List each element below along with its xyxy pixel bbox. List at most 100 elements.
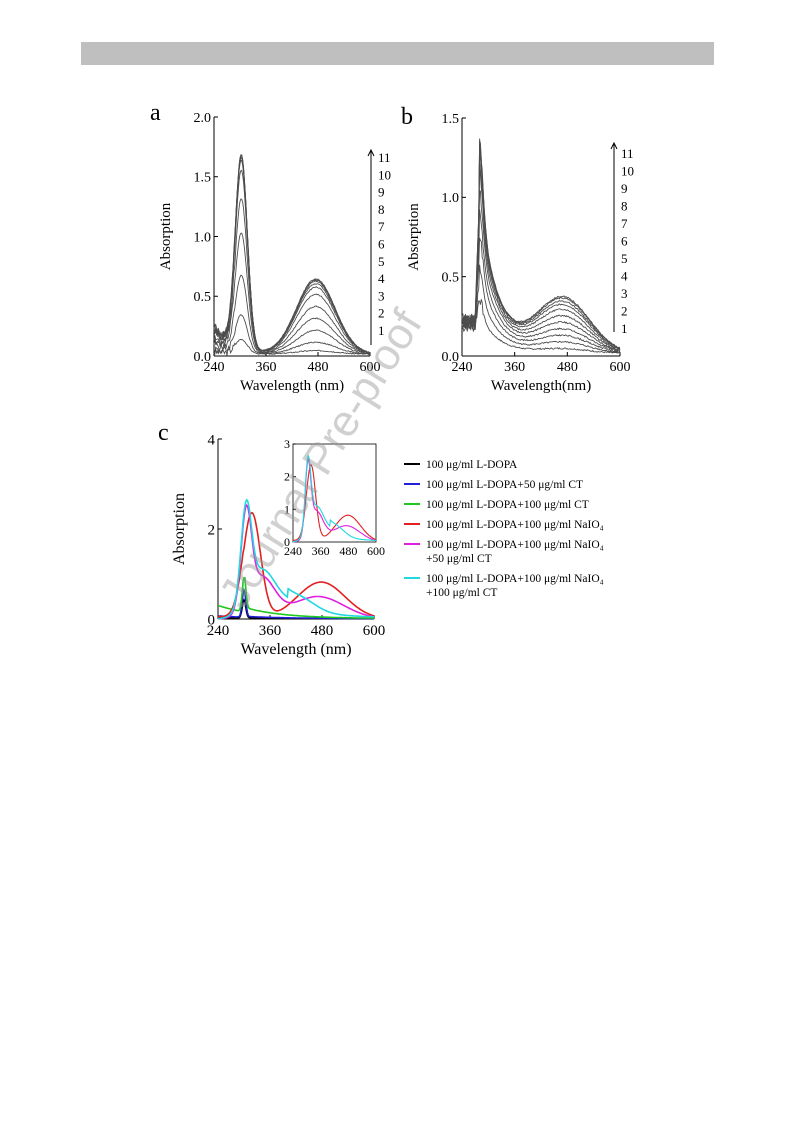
legend-entry: 100 μg/ml L-DOPA+100 μg/ml NaIO₄ [426, 573, 604, 585]
panel-c-letter: c [158, 420, 169, 446]
y-tick-label: 4 [208, 432, 216, 448]
y-tick-label: 2 [208, 522, 216, 538]
y-tick-label: 1.5 [442, 112, 460, 127]
y-tick-label: 0 [208, 612, 216, 628]
curve-label: 2 [378, 306, 385, 321]
inset-series-line [293, 454, 376, 543]
panel-c-curves [217, 498, 375, 620]
y-tick-label: 0.0 [442, 350, 460, 365]
inset-y-tick-label: 2 [284, 470, 290, 484]
series-line [217, 576, 374, 619]
panel-b-letter: b [401, 104, 413, 130]
inset-y-tick-label: 1 [284, 502, 290, 516]
legend-entry: 100 μg/ml L-DOPA+100 μg/ml NaIO₄ [426, 519, 604, 531]
curve-label: 2 [621, 304, 628, 319]
curve-3 [461, 237, 621, 353]
curve-4 [461, 209, 621, 352]
curve-label: 4 [621, 269, 628, 284]
curve-label: 7 [621, 216, 628, 231]
x-axis-label: Wavelength(nm) [491, 378, 591, 394]
curve-5 [213, 198, 371, 354]
panel-c-axes: 240 360 480 600 0 2 4 Wavelength (nm) Absorption [171, 432, 385, 658]
y-axis-label: Absorption [171, 493, 188, 565]
increase-arrow-head [367, 148, 375, 157]
legend-entry: +100 μg/ml CT [426, 587, 497, 599]
curve-label: 7 [378, 219, 385, 234]
curve-4 [213, 232, 371, 355]
curve-label: 3 [621, 286, 628, 301]
y-tick-label: 2.0 [194, 111, 212, 126]
y-tick-label: 1.5 [194, 171, 212, 186]
x-tick-label: 480 [557, 360, 578, 375]
curve-11 [213, 154, 371, 354]
curve-1 [213, 338, 371, 356]
curve-2 [213, 313, 371, 355]
inset-frame [292, 443, 377, 543]
panel-a-letter: a [150, 100, 161, 126]
curve-label: 9 [621, 181, 628, 196]
legend-entry: 100 μg/ml L-DOPA [426, 459, 518, 471]
panel-a-curves: 1 2 3 4 5 6 7 8 9 10 11 [213, 148, 391, 356]
x-tick-label: 600 [360, 360, 381, 375]
x-tick-label: 240 [204, 360, 225, 375]
curve-label: 11 [621, 146, 634, 161]
inset-y-tick-label: 3 [284, 437, 290, 451]
x-tick-label: 360 [259, 623, 282, 639]
curve-1 [461, 299, 621, 354]
curve-label: 5 [621, 251, 628, 266]
curve-label: 10 [378, 167, 391, 182]
curve-label: 11 [378, 150, 391, 165]
curve-3 [213, 274, 371, 355]
curve-label: 6 [378, 237, 385, 252]
legend-entry: +50 μg/ml CT [426, 553, 492, 565]
y-axis-label: Absorption [406, 203, 422, 271]
curve-label: 6 [621, 234, 628, 249]
curve-2 [461, 264, 621, 354]
x-tick-label: 480 [308, 360, 329, 375]
legend-entry: 100 μg/ml L-DOPA+50 μg/ml CT [426, 479, 583, 491]
x-axis-label: Wavelength (nm) [240, 378, 344, 394]
y-tick-label: 0.5 [442, 271, 460, 286]
legend-entry: 100 μg/ml L-DOPA+100 μg/ml CT [426, 499, 589, 511]
curve-5 [461, 189, 621, 352]
x-tick-label: 600 [363, 623, 386, 639]
curve-label: 1 [378, 323, 385, 338]
inset-y-tick-label: 0 [284, 535, 290, 549]
curve-7 [461, 162, 621, 351]
increase-arrow-head [610, 141, 618, 150]
series-line [218, 511, 375, 618]
curve-label: 9 [378, 185, 385, 200]
y-tick-label: 0.0 [194, 350, 212, 365]
x-tick-label: 360 [256, 360, 277, 375]
inset-x-tick-label: 240 [284, 544, 302, 558]
x-tick-label: 240 [207, 623, 230, 639]
x-tick-label: 240 [452, 360, 473, 375]
curve-11 [461, 140, 621, 349]
curve-label: 4 [378, 271, 385, 286]
y-tick-label: 1.0 [442, 191, 460, 206]
x-tick-label: 480 [311, 623, 334, 639]
inset-x-tick-label: 600 [367, 544, 385, 558]
curve-label: 10 [621, 164, 634, 179]
curve-6 [461, 169, 621, 351]
panel-a-axes: 240 360 480 600 0.0 0.5 1.0 1.5 2.0 Wavelength (n… [158, 111, 381, 394]
curve-label: 8 [621, 199, 628, 214]
panel-c-legend: 100 μg/ml L-DOPA 100 μg/ml L-DOPA+50 μg/m… [404, 459, 604, 599]
y-tick-label: 1.0 [194, 230, 212, 245]
inset-series-line [293, 463, 377, 541]
curve-label: 8 [378, 202, 385, 217]
inset-x-tick-label: 480 [339, 544, 357, 558]
x-tick-label: 360 [504, 360, 525, 375]
y-tick-label: 0.5 [194, 290, 212, 305]
inset-x-tick-label: 360 [312, 544, 330, 558]
legend-entry: 100 μg/ml L-DOPA+100 μg/ml NaIO₄ [426, 539, 604, 551]
x-axis-label: Wavelength (nm) [240, 641, 351, 658]
curve-label: 5 [378, 254, 385, 269]
x-tick-label: 600 [610, 360, 631, 375]
panel-c-inset: 240 360 480 600 0 1 2 3 [284, 437, 385, 558]
y-axis-label: Absorption [158, 202, 174, 270]
page-header-bar [81, 42, 714, 65]
curve-label: 3 [378, 288, 385, 303]
panel-b-curves: 1 2 3 4 5 6 7 8 9 10 11 [461, 138, 634, 354]
